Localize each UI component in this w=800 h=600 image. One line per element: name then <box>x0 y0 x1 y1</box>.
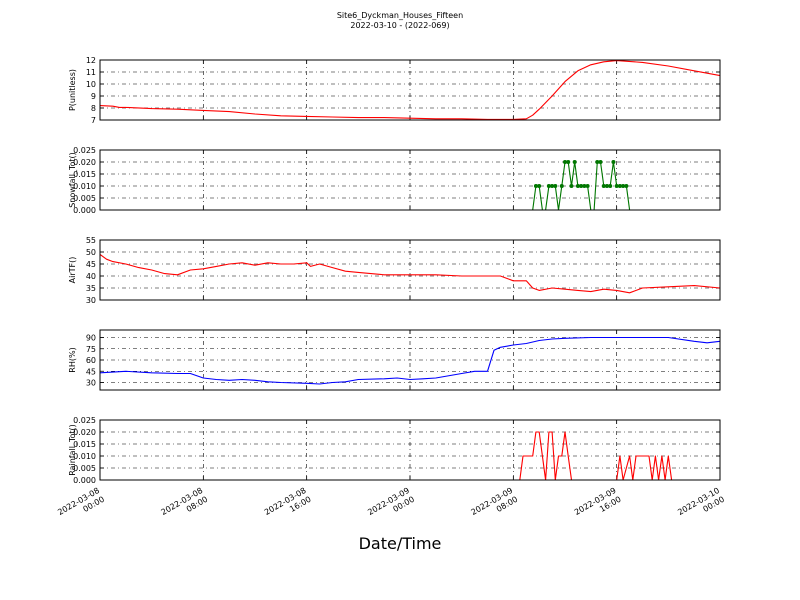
data-point <box>611 160 616 164</box>
data-point <box>617 184 622 188</box>
x-tick-label: 2022-03-0908:00 <box>470 486 520 526</box>
x-tick-label: 2022-03-0900:00 <box>366 486 416 526</box>
y-tick-label: 0.015 <box>73 170 96 179</box>
series-line <box>99 336 721 385</box>
series-line <box>99 253 721 294</box>
y-tick-label: 45 <box>86 367 96 376</box>
y-axis-label: RH(%) <box>68 347 77 372</box>
plot-frame <box>99 59 721 121</box>
data-point <box>598 160 603 164</box>
y-tick-label: 0.025 <box>73 416 96 425</box>
plot-frame <box>99 329 721 391</box>
figure-subtitle: 2022-03-10 - (2022-069) <box>350 21 450 30</box>
y-axis-label: Snowfall_Tot() <box>68 152 77 208</box>
data-point <box>624 184 629 188</box>
y-tick-label: 0.020 <box>73 158 96 167</box>
y-tick-label: 0.005 <box>73 194 96 203</box>
x-tick-label: 2022-03-1000:00 <box>676 486 726 526</box>
y-axis-label: AirTF() <box>68 257 77 284</box>
x-axis-label: Date/Time <box>358 534 442 553</box>
y-tick-label: 0.015 <box>73 440 96 449</box>
y-tick-label: 50 <box>86 248 96 257</box>
data-point <box>563 160 567 164</box>
data-point <box>553 184 558 188</box>
figure-title: Site6_Dyckman_Houses_Fifteen <box>336 11 464 20</box>
data-point <box>585 184 590 188</box>
plot-frame <box>99 239 721 301</box>
y-tick-label: 0.005 <box>73 464 96 473</box>
y-tick-label: 7 <box>91 116 96 125</box>
y-tick-label: 11 <box>86 68 96 77</box>
data-point <box>566 160 571 164</box>
data-point <box>559 184 564 188</box>
y-tick-label: 0.000 <box>73 206 96 215</box>
data-point <box>579 184 584 188</box>
series-line <box>99 60 721 120</box>
y-tick-label: 90 <box>86 334 96 343</box>
data-point <box>533 184 538 188</box>
data-point <box>601 184 606 188</box>
y-tick-label: 55 <box>86 236 96 245</box>
y-tick-label: 0.010 <box>73 182 96 191</box>
y-tick-label: 35 <box>86 284 96 293</box>
y-tick-label: 75 <box>86 345 96 354</box>
data-point <box>604 184 609 188</box>
y-tick-label: 0.000 <box>73 476 96 485</box>
plot-frame <box>99 419 721 481</box>
y-tick-label: 9 <box>91 92 96 101</box>
plot-frame <box>99 149 721 211</box>
data-point <box>537 184 542 188</box>
x-tick-label: 2022-03-0816:00 <box>263 486 313 526</box>
y-tick-label: 8 <box>91 104 96 113</box>
y-tick-label: 12 <box>86 56 96 65</box>
data-point <box>608 184 613 188</box>
y-tick-label: 10 <box>86 80 96 89</box>
y-tick-label: 30 <box>86 379 96 388</box>
data-point <box>621 184 626 188</box>
data-point <box>546 184 551 188</box>
y-axis-label: P(unitless) <box>68 69 77 111</box>
data-point <box>595 160 600 164</box>
x-tick-label: 2022-03-0808:00 <box>160 486 210 526</box>
y-tick-label: 30 <box>86 296 96 305</box>
data-point <box>550 184 555 188</box>
data-point <box>614 184 619 188</box>
y-tick-label: 40 <box>86 272 96 281</box>
y-tick-label: 45 <box>86 260 96 269</box>
data-point <box>582 184 587 188</box>
y-tick-label: 0.020 <box>73 428 96 437</box>
data-point <box>575 184 580 188</box>
x-tick-label: 2022-03-0800:00 <box>56 486 106 526</box>
y-axis-label: Rainfall_Tot() <box>68 424 77 476</box>
x-tick-label: 2022-03-0916:00 <box>573 486 623 526</box>
y-tick-label: 0.025 <box>73 146 96 155</box>
y-tick-label: 60 <box>86 356 96 365</box>
y-tick-label: 0.010 <box>73 452 96 461</box>
data-point <box>572 160 577 164</box>
data-point <box>569 184 574 188</box>
